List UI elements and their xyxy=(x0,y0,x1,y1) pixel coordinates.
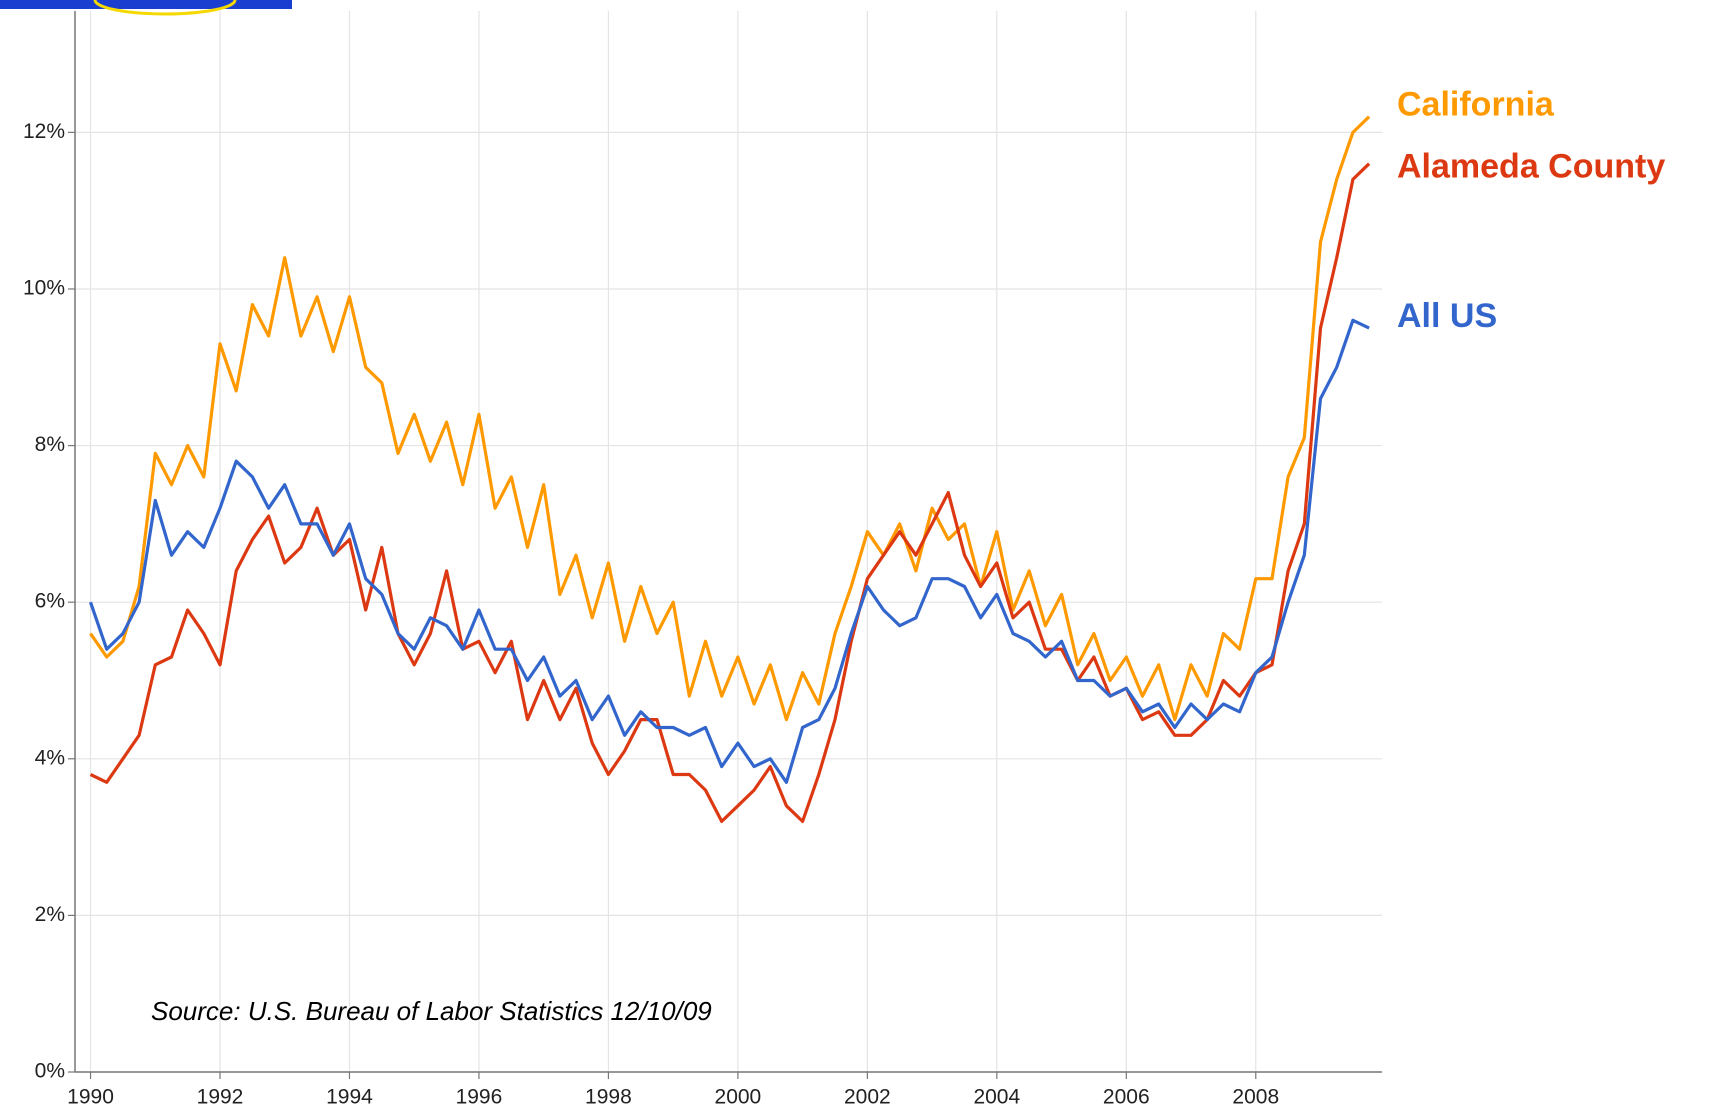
x-tick-label: 2002 xyxy=(844,1086,891,1109)
x-tick-label: 1998 xyxy=(585,1086,632,1109)
y-tick-label: 10% xyxy=(23,277,65,300)
x-tick-label: 2006 xyxy=(1103,1086,1150,1109)
y-tick-label: 12% xyxy=(23,120,65,143)
logo xyxy=(0,0,292,9)
y-tick-label: 0% xyxy=(35,1060,65,1083)
x-tick-label: 1990 xyxy=(67,1086,114,1109)
y-tick-label: 6% xyxy=(35,590,65,613)
series-line xyxy=(88,318,1370,784)
legend-label: California xyxy=(1397,86,1555,124)
legend-label: Alameda County xyxy=(1397,148,1665,186)
series-line xyxy=(89,162,1371,823)
x-tick-label: 2004 xyxy=(973,1086,1020,1109)
logo-ring xyxy=(93,0,237,16)
series-line xyxy=(89,115,1371,722)
y-tick-label: 2% xyxy=(35,903,65,926)
legend-label: All US xyxy=(1397,297,1497,335)
y-tick-label: 4% xyxy=(35,746,65,769)
x-tick-label: 1996 xyxy=(456,1086,503,1109)
source-note: Source: U.S. Bureau of Labor Statistics … xyxy=(151,996,712,1026)
x-tick-label: 1994 xyxy=(326,1086,373,1109)
x-tick-label: 2008 xyxy=(1232,1086,1279,1109)
x-tick-label: 2000 xyxy=(715,1086,762,1109)
y-tick-label: 8% xyxy=(35,433,65,456)
x-tick-label: 1992 xyxy=(197,1086,244,1109)
